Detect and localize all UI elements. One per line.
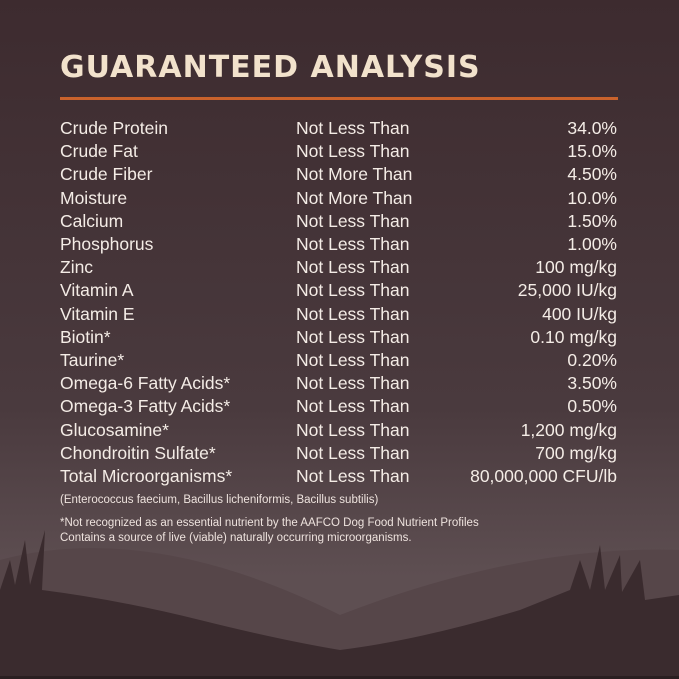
nutrient-name: Biotin* <box>60 326 111 347</box>
nutrient-value: 34.0% <box>567 118 617 139</box>
nutrient-value: 0.20% <box>567 349 617 370</box>
qualifier: Not Less Than <box>296 118 410 139</box>
nutrient-value: 100 mg/kg <box>535 257 617 278</box>
nutrient-name: Zinc <box>60 257 94 278</box>
nutrient-name: Crude Protein <box>60 118 168 139</box>
nutrient-name: Chondroitin Sulfate* <box>60 442 216 463</box>
nutrient-value: 15.0% <box>567 141 617 162</box>
strains-note: (Enterococcus faecium, Bacillus lichenif… <box>60 494 379 506</box>
nutrient-name: Total Microorganisms* <box>60 465 233 486</box>
qualifier: Not More Than <box>296 164 413 185</box>
table-row: Calcium Not Less Than 1.50% <box>60 210 617 233</box>
nutrient-value: 1,200 mg/kg <box>520 419 617 440</box>
nutrient-value: 1.00% <box>567 234 617 255</box>
footnote-microorganisms: Contains a source of live (viable) natur… <box>60 532 412 544</box>
nutrient-value: 1.50% <box>567 210 617 231</box>
nutrient-name: Phosphorus <box>60 234 154 255</box>
table-row: Total Microorganisms* Not Less Than 80,000… <box>60 465 617 488</box>
nutrient-value: 80,000,000 CFU/lb <box>470 465 617 486</box>
table-row: Biotin* Not Less Than 0.10 mg/kg <box>60 326 617 349</box>
nutrient-name: Taurine* <box>60 349 125 370</box>
nutrient-name: Vitamin E <box>60 303 135 324</box>
qualifier: Not Less Than <box>296 141 410 162</box>
nutrient-value: 0.50% <box>567 396 617 417</box>
nutrient-value: 10.0% <box>567 187 617 208</box>
nutrient-value: 0.10 mg/kg <box>530 326 617 347</box>
table-row: Vitamin E Not Less Than 400 IU/kg <box>60 303 617 326</box>
nutrient-value: 25,000 IU/kg <box>517 280 617 301</box>
qualifier: Not Less Than <box>296 349 410 370</box>
table-row: Crude Fiber Not More Than 4.50% <box>60 163 617 186</box>
nutrient-value: 400 IU/kg <box>542 303 617 324</box>
analysis-table: Crude Protein Not Less Than 34.0% Crude Fat… <box>60 117 617 488</box>
nutrient-name: Moisture <box>60 187 128 208</box>
qualifier: Not Less Than <box>296 396 410 417</box>
qualifier: Not Less Than <box>296 303 410 324</box>
qualifier: Not Less Than <box>296 373 410 394</box>
nutrient-value: 700 mg/kg <box>535 442 617 463</box>
nutrient-value: 3.50% <box>567 373 617 394</box>
qualifier: Not Less Than <box>296 257 410 278</box>
nutrient-name: Omega-6 Fatty Acids* <box>60 373 231 394</box>
table-row: Omega-6 Fatty Acids* Not Less Than 3.50% <box>60 372 617 395</box>
qualifier: Not Less Than <box>296 326 410 347</box>
table-row: Omega-3 Fatty Acids* Not Less Than 0.50% <box>60 395 617 418</box>
nutrient-name: Crude Fiber <box>60 164 153 185</box>
nutrient-name: Glucosamine* <box>60 419 169 440</box>
table-row: Phosphorus Not Less Than 1.00% <box>60 233 617 256</box>
qualifier: Not Less Than <box>296 210 410 231</box>
qualifier: Not More Than <box>296 187 413 208</box>
nutrient-name: Omega-3 Fatty Acids* <box>60 396 231 417</box>
nutrient-name: Vitamin A <box>60 280 134 301</box>
table-row: Crude Protein Not Less Than 34.0% <box>60 117 617 140</box>
nutrient-name: Crude Fat <box>60 141 138 162</box>
table-row: Crude Fat Not Less Than 15.0% <box>60 140 617 163</box>
qualifier: Not Less Than <box>296 280 410 301</box>
nutrient-name: Calcium <box>60 210 124 231</box>
table-row: Zinc Not Less Than 100 mg/kg <box>60 256 617 279</box>
grass-silhouette <box>0 530 679 679</box>
qualifier: Not Less Than <box>296 465 410 486</box>
table-row: Glucosamine* Not Less Than 1,200 mg/kg <box>60 418 617 441</box>
qualifier: Not Less Than <box>296 234 410 255</box>
title-divider <box>60 97 618 100</box>
table-row: Vitamin A Not Less Than 25,000 IU/kg <box>60 279 617 302</box>
qualifier: Not Less Than <box>296 442 410 463</box>
nutrient-value: 4.50% <box>567 164 617 185</box>
table-row: Moisture Not More Than 10.0% <box>60 187 617 210</box>
qualifier: Not Less Than <box>296 419 410 440</box>
page-title: GUARANTEED ANALYSIS <box>60 50 481 85</box>
table-row: Chondroitin Sulfate* Not Less Than 700 mg/… <box>60 442 617 465</box>
footnote-aafco: *Not recognized as an essential nutrient… <box>60 517 479 529</box>
table-row: Taurine* Not Less Than 0.20% <box>60 349 617 372</box>
